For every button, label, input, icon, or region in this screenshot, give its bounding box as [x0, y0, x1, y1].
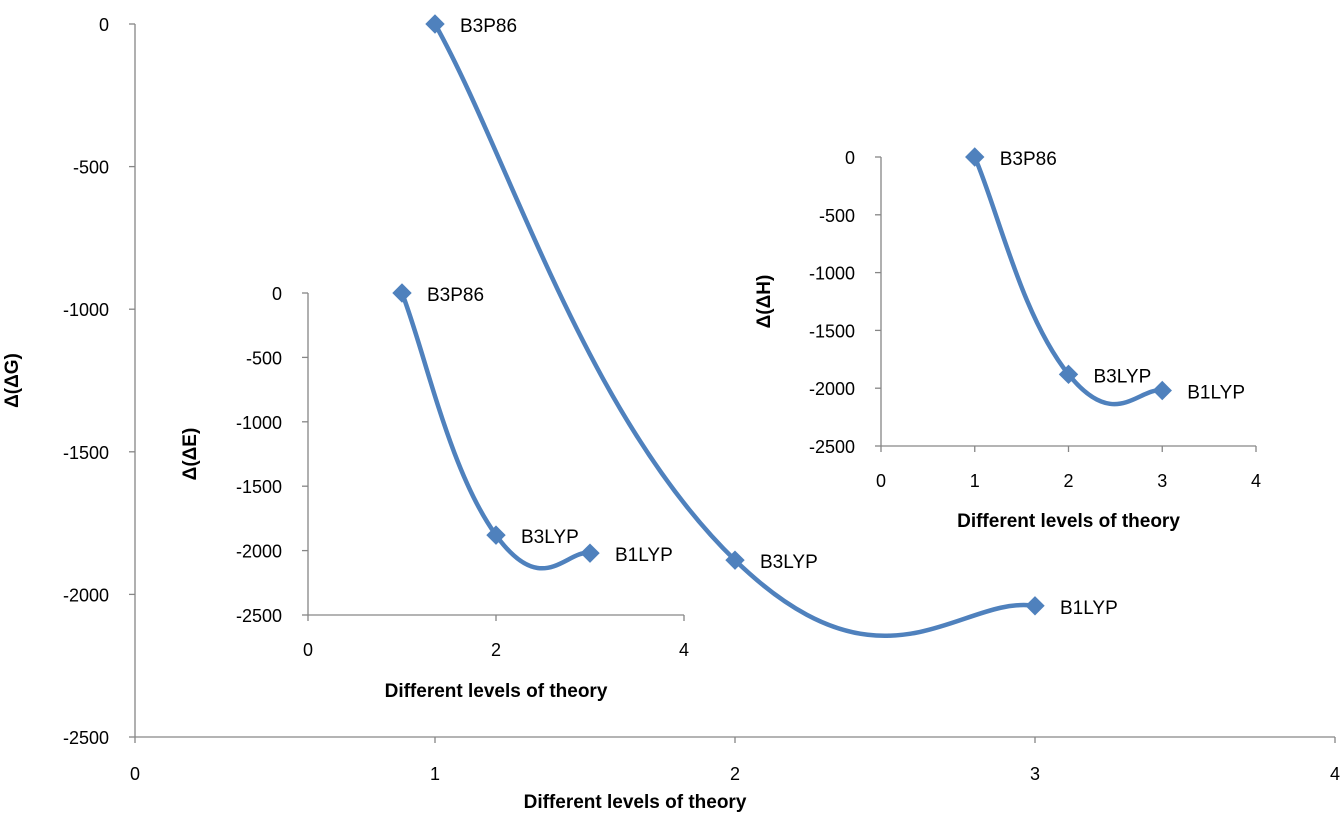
y-tick-label: -1000 — [236, 413, 282, 433]
data-point-marker — [965, 147, 985, 167]
x-tick-label: 3 — [1030, 764, 1040, 784]
x-tick-label: 3 — [1157, 471, 1167, 491]
x-tick-label: 2 — [491, 640, 501, 660]
series-line — [432, 21, 1038, 638]
series-line — [972, 154, 1165, 407]
y-tick-label: -1000 — [809, 264, 855, 284]
data-point-marker — [425, 14, 445, 34]
y-tick-label: -2000 — [236, 542, 282, 562]
data-point-marker — [1152, 380, 1172, 401]
y-tick-label: -500 — [73, 158, 109, 178]
data-point-marker — [486, 525, 506, 545]
data-point-label: B3P86 — [460, 16, 517, 37]
data-point-marker — [580, 543, 600, 563]
data-point-label: B1LYP — [615, 545, 673, 566]
y-tick-label: -1500 — [809, 321, 855, 341]
y-tick-label: -1500 — [236, 477, 282, 497]
y-tick-label: 0 — [272, 284, 282, 304]
y-axis-title: Δ(ΔE) — [180, 428, 201, 481]
x-tick-label: 1 — [970, 471, 980, 491]
x-tick-label: 1 — [430, 764, 440, 784]
x-axis-title: Different levels of theory — [957, 511, 1180, 532]
series-line — [399, 290, 593, 571]
x-tick-label: 0 — [130, 764, 140, 784]
y-axis-title: Δ(ΔG) — [2, 353, 23, 408]
y-tick-label: -2000 — [63, 585, 109, 605]
data-point-label: B1LYP — [1187, 383, 1245, 404]
y-tick-label: -500 — [246, 348, 282, 368]
inset-chart-enthalpy: 0 -500 -1000 -1500 -2000 -2500 0 1 2 3 4 Different … — [754, 147, 1261, 532]
x-tick-label: 0 — [303, 640, 313, 660]
x-tick-label: 4 — [1251, 471, 1261, 491]
data-point-label: B3LYP — [760, 552, 818, 573]
y-tick-label: -2500 — [63, 728, 109, 748]
x-axis-title: Different levels of theory — [524, 792, 747, 813]
y-tick-label: 0 — [845, 148, 855, 168]
data-point-marker — [392, 283, 412, 303]
data-point-marker — [725, 550, 745, 570]
data-point-label: B3P86 — [427, 285, 484, 306]
y-tick-label: -2500 — [236, 606, 282, 626]
data-point-label: B1LYP — [1060, 598, 1118, 619]
y-tick-label: -2000 — [809, 379, 855, 399]
x-tick-label: 4 — [1330, 764, 1340, 784]
data-point-label: B3LYP — [1094, 366, 1152, 387]
y-axis-title: Δ(ΔH) — [754, 275, 775, 329]
x-tick-label: 2 — [730, 764, 740, 784]
y-tick-label: -2500 — [809, 437, 855, 457]
y-tick-label: -1500 — [63, 443, 109, 463]
x-axis-title: Different levels of theory — [385, 681, 608, 702]
data-point-marker — [1058, 364, 1079, 385]
y-tick-label: 0 — [99, 15, 109, 35]
y-tick-label: -500 — [819, 206, 855, 226]
data-point-marker — [1025, 596, 1045, 616]
data-point-label: B3LYP — [521, 527, 579, 548]
x-tick-label: 4 — [679, 640, 689, 660]
y-tick-label: -1000 — [63, 300, 109, 320]
main-chart: 0 -500 -1000 -1500 -2000 -2500 0 1 2 3 4 Different … — [2, 14, 1340, 813]
x-tick-label: 2 — [1063, 471, 1073, 491]
inset-chart-energy: 0 -500 -1000 -1500 -2000 -2500 0 2 4 Different le… — [180, 283, 689, 702]
x-tick-label: 0 — [876, 471, 886, 491]
data-point-label: B3P86 — [1000, 149, 1057, 170]
